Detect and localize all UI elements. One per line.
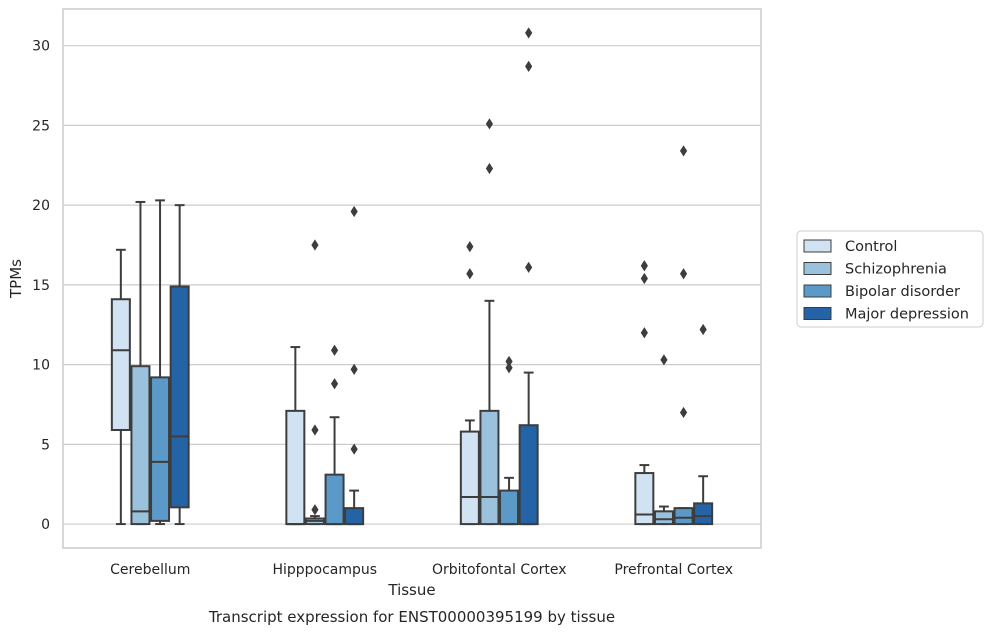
box-iqr bbox=[518, 424, 539, 526]
box-iqr bbox=[324, 473, 345, 526]
outlier-point bbox=[311, 504, 319, 516]
x-axis-label: Tissue bbox=[387, 581, 435, 599]
box-iqr bbox=[479, 409, 500, 526]
outlier-point bbox=[350, 205, 358, 218]
outlier-point bbox=[640, 260, 648, 272]
outlier-point bbox=[350, 363, 358, 375]
y-tick-label: 25 bbox=[32, 118, 50, 134]
y-tick-label: 5 bbox=[41, 437, 50, 453]
outlier-point bbox=[330, 378, 339, 390]
box-major-depression bbox=[693, 323, 714, 526]
outlier-point bbox=[330, 344, 339, 356]
legend-label: Control bbox=[845, 239, 897, 255]
box-iqr bbox=[693, 502, 714, 526]
legend-label: Schizophrenia bbox=[845, 262, 947, 278]
plot-frame bbox=[62, 8, 762, 549]
box-control bbox=[459, 241, 480, 526]
box-iqr bbox=[110, 298, 131, 431]
y-tick-labels: 0 5 10 15 20 25 30 bbox=[32, 39, 50, 533]
legend: Control Schizophrenia Bipolar disorder Majo… bbox=[796, 230, 984, 328]
outlier-point bbox=[525, 27, 533, 39]
outlier-point bbox=[679, 406, 688, 419]
legend-frame bbox=[796, 230, 984, 328]
outlier-point bbox=[350, 443, 358, 455]
legend-swatch bbox=[803, 262, 832, 275]
outlier-point bbox=[505, 355, 513, 368]
outlier-point bbox=[311, 424, 319, 436]
box-bipolar-disorder bbox=[324, 344, 345, 526]
box-iqr bbox=[169, 285, 190, 509]
outlier-point bbox=[640, 327, 648, 339]
legend-label: Bipolar disorder bbox=[845, 284, 960, 300]
box-schizophrenia bbox=[653, 354, 674, 526]
outlier-point bbox=[485, 118, 494, 130]
box-iqr bbox=[499, 489, 520, 526]
outlier-point bbox=[466, 268, 474, 280]
outlier-point bbox=[505, 362, 513, 374]
box-iqr bbox=[344, 507, 365, 526]
y-tick-label: 10 bbox=[32, 358, 50, 374]
outlier-point bbox=[660, 354, 668, 366]
box-schizophrenia bbox=[130, 200, 151, 526]
box-control bbox=[634, 260, 655, 526]
box-control bbox=[110, 248, 131, 526]
outlier-point bbox=[485, 162, 494, 175]
box-iqr bbox=[130, 365, 151, 526]
y-tick-label: 0 bbox=[41, 517, 50, 533]
box-schizophrenia bbox=[479, 118, 500, 526]
x-tick-labels: Cerebellum Hipppocampus Orbitofontal Corte… bbox=[110, 562, 733, 578]
legend-label: Major depression bbox=[845, 307, 969, 323]
box-major-depression bbox=[169, 204, 190, 526]
box-major-depression bbox=[344, 205, 365, 526]
x-tick-label: Cerebellum bbox=[110, 562, 190, 578]
box-iqr bbox=[285, 409, 306, 526]
outlier-point bbox=[679, 268, 688, 280]
outlier-point bbox=[525, 60, 533, 73]
x-tick-label: Prefrontal Cortex bbox=[614, 562, 733, 578]
box-iqr bbox=[150, 376, 171, 522]
chart-title: Transcript expression for ENST0000039519… bbox=[208, 608, 615, 626]
box-iqr bbox=[673, 507, 694, 526]
box-bipolar-disorder bbox=[499, 355, 520, 526]
y-axis-label: TPMs bbox=[7, 259, 25, 299]
box-bipolar-disorder bbox=[150, 199, 171, 526]
box-control bbox=[285, 346, 306, 526]
outlier-point bbox=[640, 272, 648, 285]
y-tick-label: 30 bbox=[32, 39, 50, 55]
y-tick-label: 20 bbox=[32, 198, 50, 214]
box-iqr bbox=[459, 430, 480, 526]
y-tick-label: 15 bbox=[32, 278, 50, 294]
outlier-point bbox=[699, 323, 707, 336]
legend-swatch bbox=[803, 239, 832, 253]
legend-swatch bbox=[803, 284, 832, 298]
box-iqr bbox=[634, 472, 655, 526]
outlier-point bbox=[679, 145, 688, 157]
x-tick-label: Orbitofontal Cortex bbox=[432, 562, 567, 578]
box-marks bbox=[110, 27, 714, 526]
outlier-point bbox=[311, 239, 319, 251]
legend-swatch bbox=[803, 307, 832, 320]
box-iqr bbox=[653, 510, 674, 526]
box-schizophrenia bbox=[304, 239, 325, 526]
x-tick-label: Hipppocampus bbox=[272, 562, 377, 578]
outlier-point bbox=[466, 241, 474, 253]
box-major-depression bbox=[518, 27, 539, 526]
box-bipolar-disorder bbox=[673, 145, 694, 526]
outlier-point bbox=[525, 261, 533, 273]
